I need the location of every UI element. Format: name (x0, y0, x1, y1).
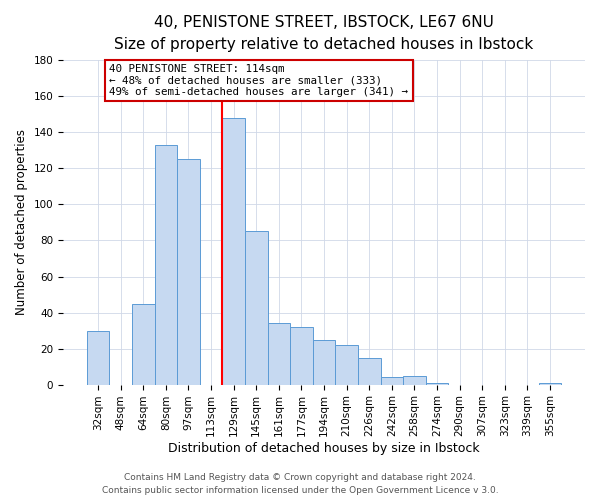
Bar (87, 330, 109, 384)
Bar (358, 358, 380, 384)
Text: Contains HM Land Registry data © Crown copyright and database right 2024.
Contai: Contains HM Land Registry data © Crown c… (101, 474, 499, 495)
Bar (290, 327, 313, 384)
Text: 40 PENISTONE STREET: 114sqm
← 48% of detached houses are smaller (333)
49% of se: 40 PENISTONE STREET: 114sqm ← 48% of det… (109, 64, 409, 97)
Bar (223, 118, 245, 384)
Bar (425, 383, 448, 384)
Bar (539, 383, 561, 384)
Bar (268, 324, 290, 384)
Bar (132, 304, 155, 384)
Title: 40, PENISTONE STREET, IBSTOCK, LE67 6NU
Size of property relative to detached ho: 40, PENISTONE STREET, IBSTOCK, LE67 6NU … (115, 15, 533, 52)
Bar (403, 376, 425, 384)
Bar (335, 345, 358, 385)
Y-axis label: Number of detached properties: Number of detached properties (15, 130, 28, 316)
Bar (313, 340, 335, 384)
X-axis label: Distribution of detached houses by size in Ibstock: Distribution of detached houses by size … (168, 442, 480, 455)
Bar (155, 145, 177, 384)
Bar (177, 160, 200, 384)
Bar (245, 232, 268, 384)
Bar (380, 378, 403, 384)
